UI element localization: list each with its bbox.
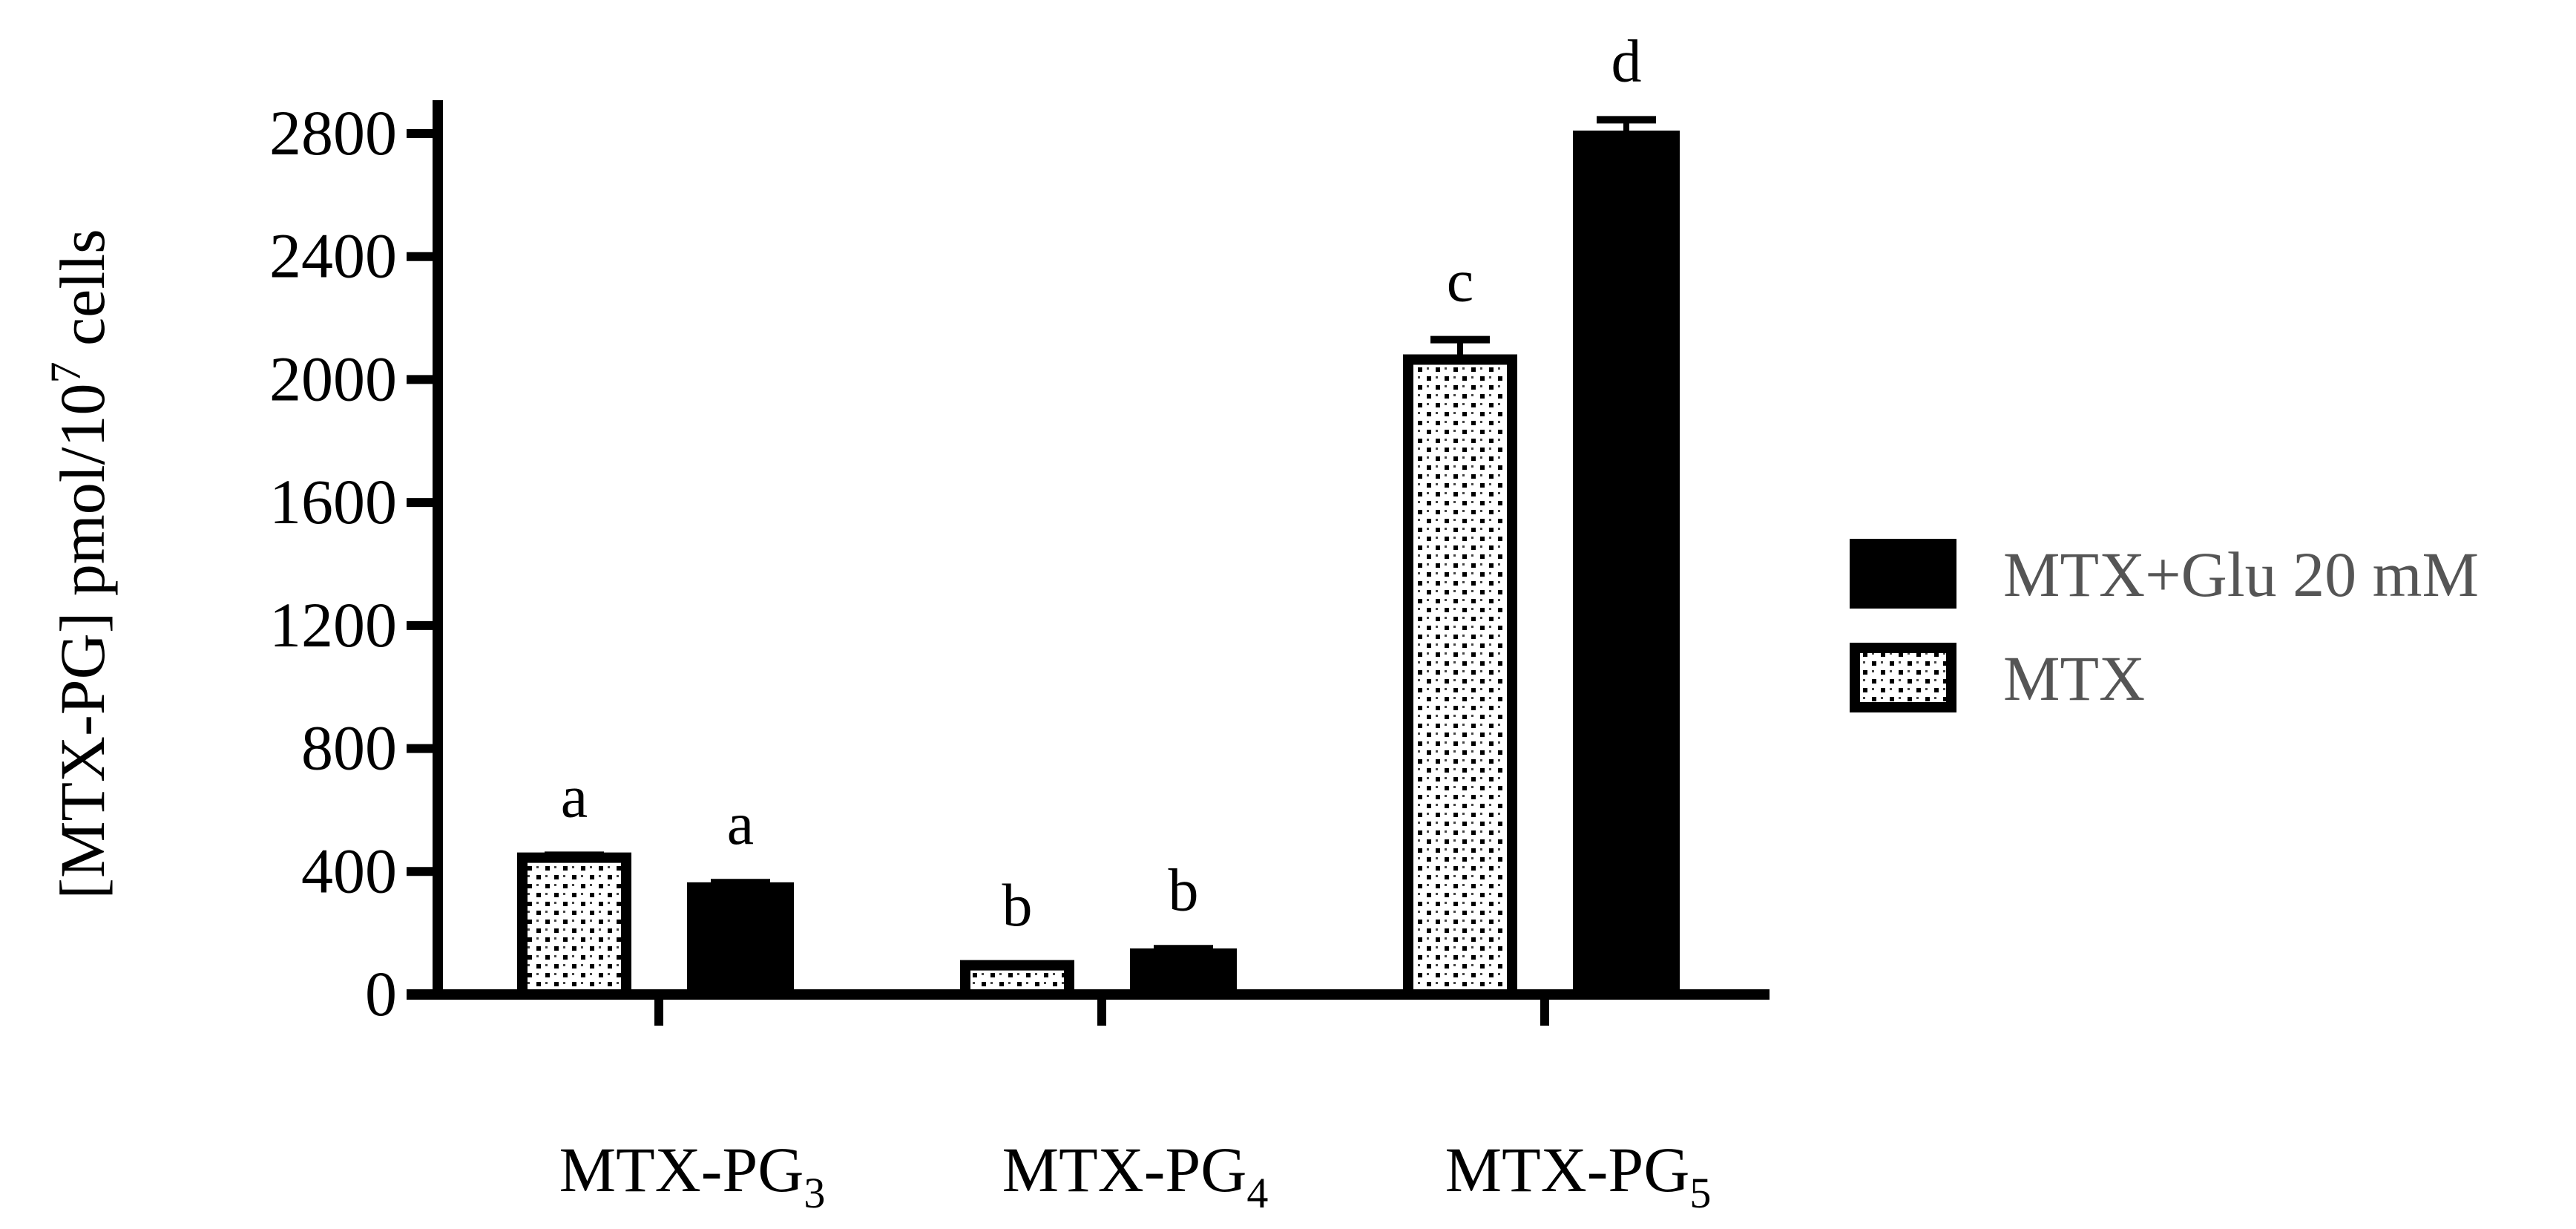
significance-letter: a (561, 762, 588, 830)
category-label: MTX-PG4 (1002, 1134, 1269, 1217)
y-axis: 0 400 800 1200 1600 2000 2400 2800 (269, 97, 443, 1029)
y-tick-label: 1600 (269, 466, 397, 537)
x-axis-labels: MTX-PG3 MTX-PG4 MTX-PG5 (559, 994, 1712, 1217)
significance-letter: d (1611, 27, 1642, 94)
significance-letter: a (727, 790, 754, 857)
bar (1130, 948, 1237, 997)
legend: MTX+Glu 20 mM MTX (1850, 539, 2479, 714)
bar (687, 882, 794, 997)
legend-label: MTX (2003, 643, 2145, 714)
y-tick-label: 0 (365, 958, 397, 1029)
bars: a b c a b d (517, 27, 1680, 1000)
significance-letter: b (1169, 856, 1199, 923)
legend-swatch (1850, 539, 1956, 609)
y-tick-label: 400 (301, 835, 397, 906)
y-tick-label: 2000 (269, 343, 397, 414)
y-axis-label: [MTX-PG] pmol/107 cells (42, 229, 118, 899)
bar (1403, 354, 1517, 1000)
significance-letter: b (1002, 871, 1033, 939)
y-tick-label: 800 (301, 712, 397, 784)
y-tick-label: 2800 (269, 97, 397, 168)
category-label: MTX-PG3 (559, 1134, 826, 1217)
legend-swatch (1850, 643, 1956, 712)
bar (517, 852, 631, 1000)
bar (1573, 130, 1680, 996)
legend-label: MTX+Glu 20 mM (2003, 539, 2479, 610)
category-label: MTX-PG5 (1445, 1134, 1712, 1217)
y-tick-label: 2400 (269, 220, 397, 292)
y-tick-label: 1200 (269, 589, 397, 661)
significance-letter: c (1447, 247, 1473, 315)
bar (960, 960, 1074, 1000)
